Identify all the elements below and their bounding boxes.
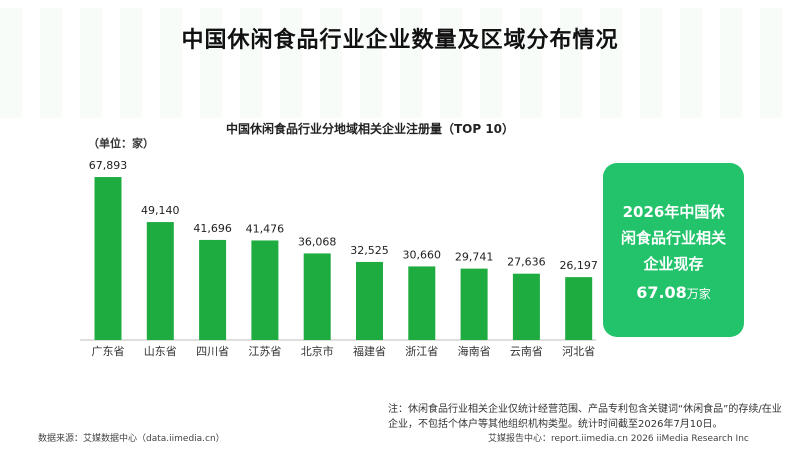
report-source: 艾媒报告中心：report.iimedia.cn 2026 iiMedia Re… bbox=[488, 434, 749, 444]
bar-5 bbox=[356, 261, 383, 340]
bar-0 bbox=[94, 177, 122, 340]
callout-value-line: 67.08万家 bbox=[636, 283, 711, 302]
x-tick-label-2: 四川省 bbox=[196, 345, 229, 358]
footnote: 注：休闲食品行业相关企业仅统计经营范围、产品专利包含关键词“休闲食品”的存续/在… bbox=[388, 404, 782, 430]
bar-4 bbox=[303, 253, 331, 340]
bar-value-label-1: 49,140 bbox=[141, 204, 180, 217]
bar-value-label-3: 41,476 bbox=[246, 222, 285, 235]
x-tick-label-3: 江苏省 bbox=[248, 345, 281, 358]
page-title: 中国休闲食品行业企业数量及区域分布情况 bbox=[181, 28, 619, 53]
x-tick-label-8: 云南省 bbox=[510, 345, 543, 358]
callout-value: 67.08 bbox=[636, 282, 687, 302]
x-tick-label-9: 河北省 bbox=[562, 345, 595, 358]
unit-label: （单位：家） bbox=[88, 137, 154, 150]
x-tick-label-5: 福建省 bbox=[353, 344, 386, 358]
callout-unit: 万家 bbox=[686, 286, 711, 301]
bar-value-label-4: 36,068 bbox=[298, 235, 337, 248]
bar-value-label-8: 27,636 bbox=[507, 256, 546, 269]
bar-7 bbox=[460, 268, 488, 340]
callout-text: 2026年中国休闲食品行业相关企业现存 bbox=[620, 202, 726, 273]
x-tick-label-7: 海南省 bbox=[458, 344, 491, 358]
bar-value-label-5: 32,525 bbox=[350, 244, 389, 257]
bar-8 bbox=[512, 273, 540, 340]
x-tick-label-4: 北京市 bbox=[301, 344, 334, 358]
data-source: 数据来源：艾媒数据中心（data.iimedia.cn） bbox=[38, 434, 225, 444]
summary-callout: 2026年中国休闲食品行业相关企业现存 67.08万家 bbox=[603, 163, 744, 337]
bar-1 bbox=[146, 222, 174, 340]
bar-value-label-9: 26,197 bbox=[559, 259, 598, 272]
bar-value-label-7: 29,741 bbox=[455, 251, 494, 264]
x-tick-label-6: 浙江省 bbox=[405, 345, 438, 358]
bar-value-label-0: 67,893 bbox=[89, 159, 128, 172]
bar-9 bbox=[565, 277, 593, 340]
bar-2 bbox=[199, 239, 227, 340]
bar-value-label-2: 41,696 bbox=[193, 222, 232, 235]
chart-title: 中国休闲食品行业分地域相关企业注册量（TOP 10） bbox=[225, 122, 515, 136]
x-tick-label-1: 山东省 bbox=[144, 345, 177, 358]
bar-3 bbox=[251, 240, 279, 340]
bar-value-label-6: 30,660 bbox=[403, 248, 442, 261]
bar-6 bbox=[408, 266, 436, 340]
x-tick-label-0: 广东省 bbox=[92, 345, 125, 358]
